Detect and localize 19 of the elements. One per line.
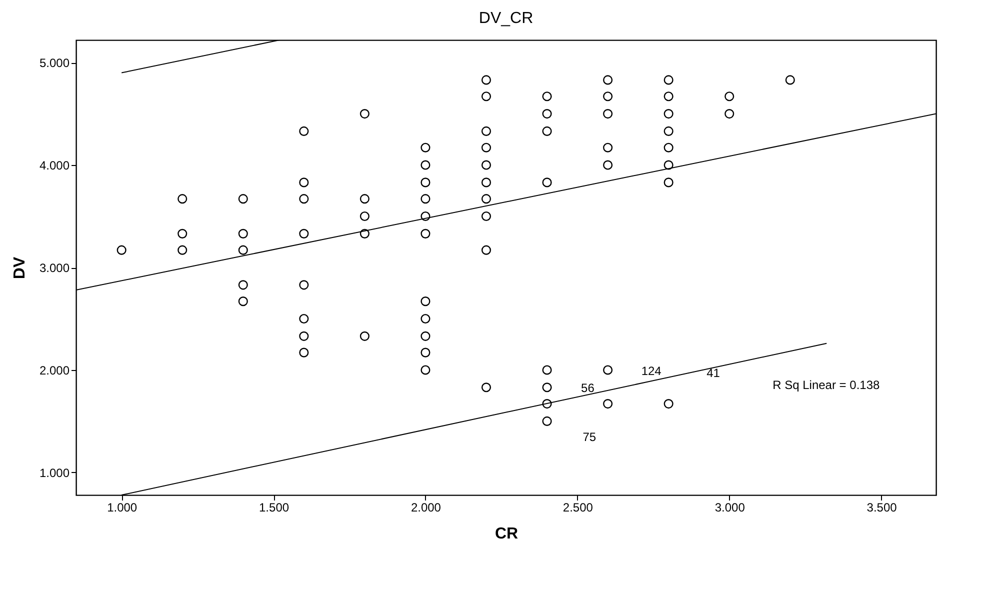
annotation: 41 bbox=[706, 366, 720, 380]
x-tick-label: 2.500 bbox=[562, 500, 594, 514]
x-tick-label: 3.000 bbox=[714, 500, 746, 514]
x-tick-label: 3.500 bbox=[866, 500, 898, 514]
annotation: 56 bbox=[581, 381, 595, 396]
chart-title: DV_CR bbox=[478, 10, 534, 27]
y-tick-label: 1.000 bbox=[39, 466, 70, 480]
y-axis-title: DV bbox=[11, 256, 28, 280]
x-axis-title: CR bbox=[494, 526, 518, 542]
y-tick-label: 2.000 bbox=[39, 363, 70, 378]
y-tick-label: 4.000 bbox=[39, 158, 70, 173]
x-tick-label: 2.000 bbox=[410, 500, 442, 514]
x-tick-label: 1.000 bbox=[107, 500, 138, 514]
x-tick-label: 1.500 bbox=[259, 500, 290, 514]
annotation: R Sq Linear = 0.138 bbox=[772, 378, 880, 392]
y-tick-label: 3.000 bbox=[39, 261, 70, 275]
annotation: 124 bbox=[641, 364, 662, 378]
annotation: 75 bbox=[582, 430, 596, 444]
y-tick-label: 5.000 bbox=[39, 56, 70, 70]
